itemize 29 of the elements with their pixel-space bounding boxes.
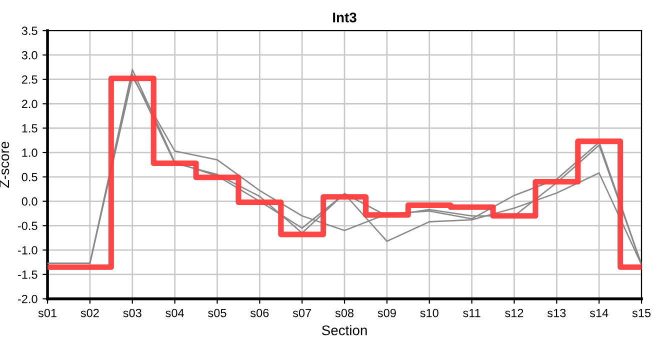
x-tick-label: s15 (632, 308, 651, 318)
y-tick-label: 2.0 (22, 100, 38, 108)
x-tick-label: s14 (590, 308, 608, 318)
y-tick-label: -0.5 (18, 222, 38, 230)
x-tick-label: s04 (166, 308, 184, 318)
x-tick-label: s05 (208, 308, 226, 318)
x-tick-label: s09 (378, 308, 396, 318)
x-tick-label: s11 (463, 308, 480, 318)
chart-title: Int3 (333, 12, 356, 22)
x-tick-label: s13 (547, 308, 566, 318)
y-tick-label: -2.0 (18, 294, 38, 304)
y-tick-label: 0.0 (22, 197, 38, 206)
y-tick-label: 0.5 (22, 172, 38, 182)
x-tick-label: s12 (505, 308, 524, 318)
y-tick-label: 1.5 (22, 124, 38, 133)
x-tick-label: s07 (292, 308, 312, 318)
x-axis-title: Section (322, 325, 367, 336)
x-tick-label: s01 (38, 308, 56, 318)
x-tick-label: s08 (335, 308, 354, 318)
x-tick-label: s10 (420, 308, 438, 318)
x-tick-label: s03 (123, 308, 142, 318)
x-tick-label: s02 (80, 308, 99, 318)
y-tick-label: -1.5 (18, 270, 38, 279)
y-tick-label: 1.0 (22, 148, 38, 157)
y-tick-label: 3.5 (22, 26, 38, 35)
y-tick-label: -1.0 (18, 246, 38, 254)
y-tick-label: 2.5 (22, 75, 38, 84)
y-tick-label: 3.0 (22, 51, 38, 60)
x-tick-label: s06 (250, 308, 269, 318)
